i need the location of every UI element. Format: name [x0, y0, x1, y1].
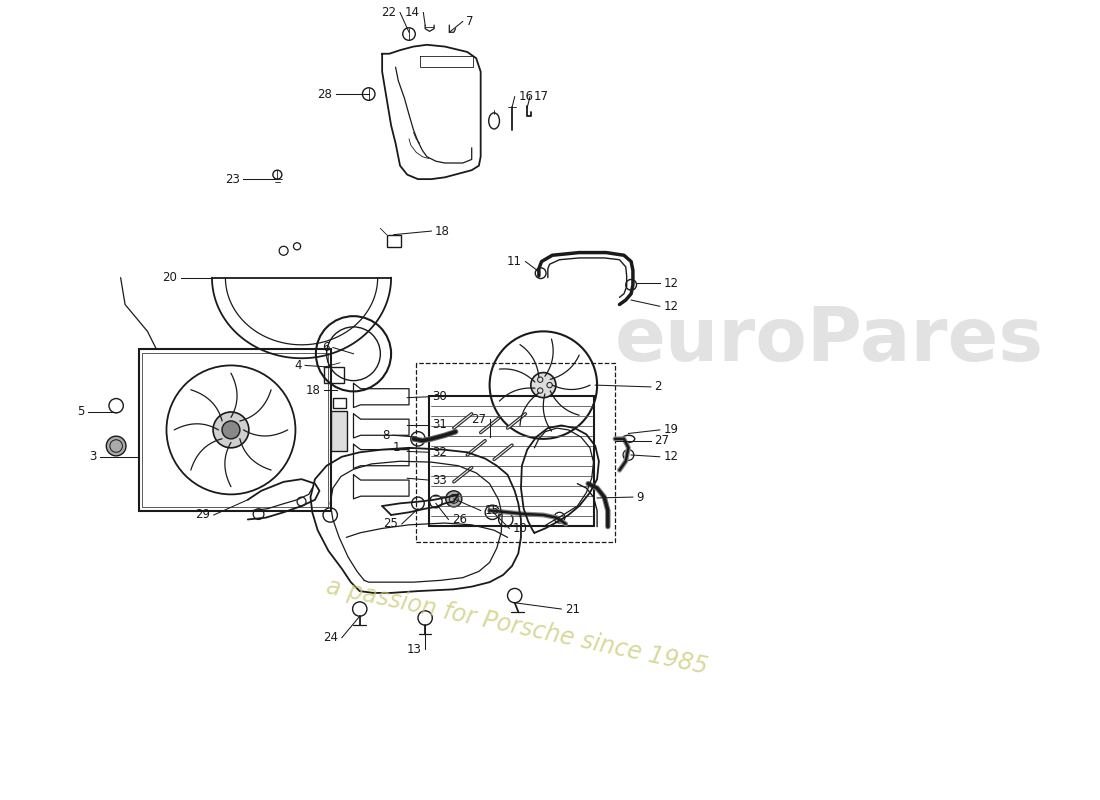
Text: 1: 1 [393, 442, 400, 454]
Bar [331, 410, 348, 451]
Bar [142, 353, 328, 507]
Text: 11: 11 [507, 255, 521, 268]
Text: 14: 14 [405, 6, 420, 19]
Text: 5: 5 [77, 406, 85, 418]
Text: 4: 4 [294, 359, 301, 372]
Bar [323, 367, 343, 383]
Text: 12: 12 [663, 300, 679, 313]
Bar [429, 396, 594, 526]
Text: 19: 19 [663, 423, 679, 437]
Circle shape [107, 436, 126, 456]
Text: 27: 27 [471, 413, 486, 426]
Text: 6: 6 [322, 341, 329, 354]
Bar [139, 350, 331, 510]
Text: 25: 25 [384, 518, 398, 530]
Text: 3: 3 [89, 450, 97, 463]
Text: 24: 24 [323, 631, 339, 644]
Circle shape [222, 421, 240, 439]
Circle shape [446, 491, 462, 507]
Text: 12: 12 [663, 277, 679, 290]
Text: 23: 23 [224, 173, 240, 186]
Text: 31: 31 [432, 418, 448, 431]
Text: 13: 13 [407, 643, 421, 656]
Circle shape [213, 412, 249, 448]
Text: 30: 30 [432, 390, 447, 403]
Text: 9: 9 [637, 490, 644, 503]
Text: 21: 21 [565, 602, 580, 615]
Text: 20: 20 [162, 271, 177, 284]
Text: euroPares: euroPares [615, 304, 1044, 377]
Text: 17: 17 [534, 90, 549, 103]
Text: 28: 28 [317, 87, 332, 101]
Text: 18: 18 [434, 225, 450, 238]
Text: 2: 2 [654, 381, 662, 394]
Text: 32: 32 [432, 446, 448, 458]
Text: 33: 33 [432, 474, 447, 486]
Text: 16: 16 [518, 90, 534, 103]
Text: 29: 29 [195, 509, 210, 522]
Text: 22: 22 [382, 6, 396, 19]
Circle shape [531, 373, 556, 398]
Text: 26: 26 [452, 513, 468, 526]
Text: a passion for Porsche since 1985: a passion for Porsche since 1985 [323, 574, 710, 679]
Text: 18: 18 [306, 384, 320, 397]
Text: 8: 8 [382, 429, 389, 442]
Text: 15: 15 [484, 504, 499, 517]
Text: 10: 10 [513, 522, 528, 535]
Text: 27: 27 [654, 434, 670, 447]
Text: 12: 12 [663, 450, 679, 463]
Bar [333, 398, 346, 409]
Text: 7: 7 [466, 15, 474, 28]
Bar [386, 234, 402, 247]
